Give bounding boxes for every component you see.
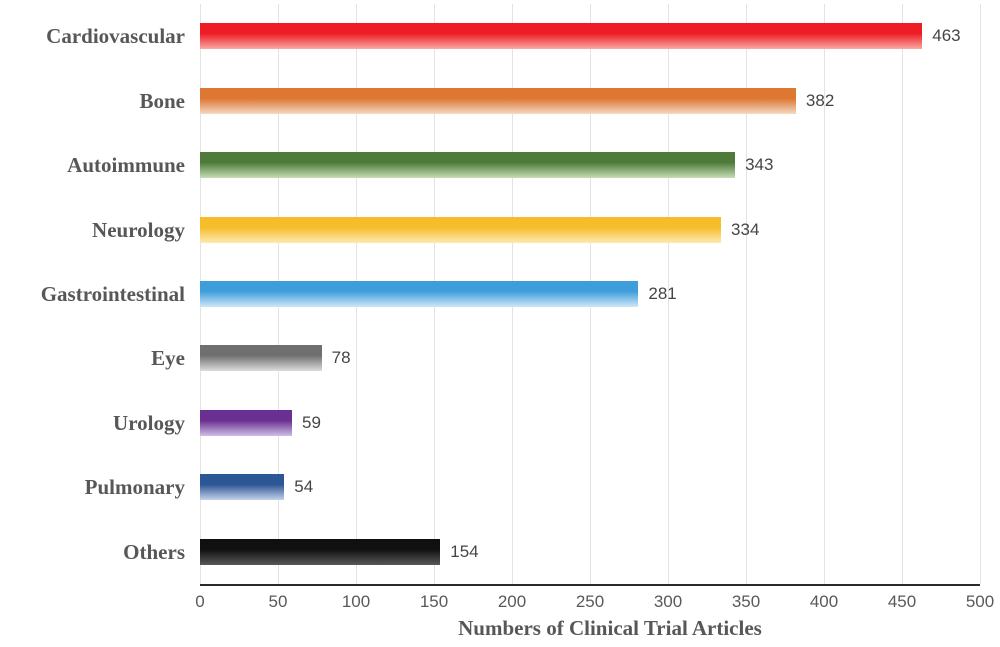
bar-row-eye: Eye 78 [151, 345, 980, 372]
value-label: 463 [932, 26, 961, 46]
bar [200, 23, 923, 50]
gridline-400 [824, 4, 825, 584]
value-label: 334 [731, 219, 760, 239]
category-label: Urology [113, 410, 185, 435]
x-tick-label-200: 200 [497, 592, 527, 611]
bar-row-gastrointestinal: Gastrointestinal 281 [41, 281, 980, 307]
value-label: 54 [294, 477, 314, 497]
bar [200, 345, 322, 372]
value-label: 382 [805, 90, 835, 110]
bar [200, 538, 441, 565]
x-tick-label-0: 0 [195, 592, 205, 611]
bar-row-neurology: Neurology 334 [92, 216, 980, 243]
gridline-450 [902, 4, 903, 584]
category-label: Eye [151, 346, 185, 371]
x-tick-label-350: 350 [731, 592, 761, 611]
x-axis-title: Numbers of Clinical Trial Articles [458, 616, 762, 640]
gridline-300 [668, 4, 669, 584]
bar [200, 474, 285, 501]
bar-row-cardiovascular: Cardiovascular 463 [46, 23, 980, 50]
category-label: Autoimmune [67, 153, 185, 178]
x-tick-label-100: 100 [341, 592, 371, 611]
category-label: Others [123, 539, 185, 564]
bar [200, 216, 722, 243]
x-tick-label-300: 300 [653, 592, 683, 611]
bar-row-others: Others 154 [123, 538, 980, 565]
value-label: 78 [331, 348, 351, 368]
x-axis-tick-labels: 0 50 100 150 200 250 300 350 400 450 500 [195, 592, 994, 614]
bar-row-pulmonary: Pulmonary 54 [85, 474, 980, 501]
bar-row-bone: Bone 382 [139, 87, 980, 114]
value-label: 281 [648, 284, 677, 303]
category-label: Neurology [92, 217, 185, 242]
bar [200, 152, 736, 179]
gridline-350 [746, 4, 747, 584]
bar [200, 87, 796, 114]
plot-area: Cardiovascular 463 Bone 382 Autoimmune 343 Neu… [41, 4, 981, 586]
category-label: Pulmonary [84, 475, 185, 500]
x-tick-label-250: 250 [575, 592, 605, 611]
value-label: 59 [302, 412, 321, 432]
category-label: Gastrointestinal [40, 282, 185, 306]
category-label: Cardiovascular [46, 24, 185, 49]
bar-row-autoimmune: Autoimmune 343 [67, 152, 980, 179]
bar [200, 409, 293, 436]
value-label: 154 [450, 541, 479, 561]
bar-row-urology: Urology 59 [113, 409, 980, 436]
category-label: Bone [139, 88, 185, 113]
x-tick-label-450: 450 [887, 592, 917, 611]
gridline-500 [980, 4, 981, 584]
value-label: 343 [745, 155, 774, 175]
bar [200, 281, 639, 307]
x-tick-label-150: 150 [419, 592, 449, 611]
x-tick-label-400: 400 [809, 592, 839, 611]
x-tick-label-50: 50 [268, 592, 288, 611]
x-tick-label-500: 500 [965, 592, 995, 611]
